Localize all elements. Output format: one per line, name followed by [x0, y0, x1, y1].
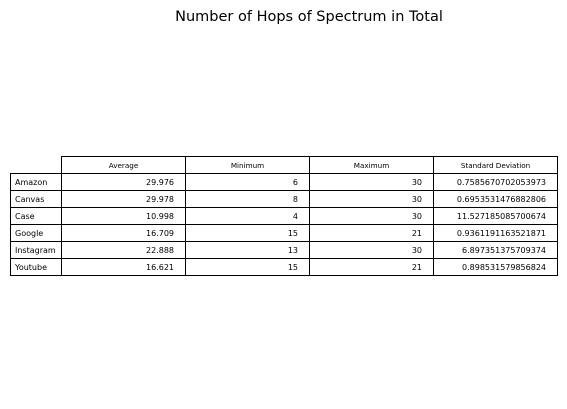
row-label: Amazon	[10, 173, 62, 191]
data-table-container: Average Minimum Maximum Standard Deviati…	[10, 156, 558, 276]
column-header-average: Average	[61, 156, 186, 174]
corner-cell	[11, 157, 62, 174]
cell-maximum: 30	[309, 173, 434, 191]
cell-standard-deviation: 0.7585670702053973	[433, 173, 558, 191]
row-label: Case	[10, 207, 62, 225]
cell-minimum: 13	[185, 241, 310, 259]
table-row: Case 10.998 4 30 11.527185085700674	[10, 207, 558, 225]
table-row: Google 16.709 15 21 0.9361191163521871	[10, 224, 558, 242]
row-label: Instagram	[10, 241, 62, 259]
column-header-minimum: Minimum	[185, 156, 310, 174]
cell-minimum: 15	[185, 224, 310, 242]
cell-minimum: 8	[185, 190, 310, 208]
header-row: Average Minimum Maximum Standard Deviati…	[11, 156, 558, 174]
cell-minimum: 4	[185, 207, 310, 225]
data-table: Average Minimum Maximum Standard Deviati…	[10, 156, 558, 276]
table-row: Amazon 29.976 6 30 0.7585670702053973	[10, 173, 558, 191]
cell-standard-deviation: 11.527185085700674	[433, 207, 558, 225]
column-header-standard-deviation: Standard Deviation	[433, 156, 558, 174]
row-label: Canvas	[10, 190, 62, 208]
cell-maximum: 21	[309, 258, 434, 276]
cell-maximum: 30	[309, 190, 434, 208]
cell-maximum: 30	[309, 207, 434, 225]
column-header-maximum: Maximum	[309, 156, 434, 174]
cell-standard-deviation: 6.897351375709374	[433, 241, 558, 259]
cell-average: 29.976	[61, 173, 186, 191]
cell-maximum: 21	[309, 224, 434, 242]
cell-average: 16.709	[61, 224, 186, 242]
table-row: Instagram 22.888 13 30 6.897351375709374	[10, 241, 558, 259]
cell-standard-deviation: 0.898531579856824	[433, 258, 558, 276]
cell-average: 16.621	[61, 258, 186, 276]
cell-maximum: 30	[309, 241, 434, 259]
table-row: Youtube 16.621 15 21 0.898531579856824	[10, 258, 558, 276]
cell-average: 29.978	[61, 190, 186, 208]
chart-title: Number of Hops of Spectrum in Total	[175, 9, 443, 25]
cell-standard-deviation: 0.6953531476882806	[433, 190, 558, 208]
row-label: Google	[10, 224, 62, 242]
table-row: Canvas 29.978 8 30 0.6953531476882806	[10, 190, 558, 208]
cell-average: 10.998	[61, 207, 186, 225]
cell-minimum: 6	[185, 173, 310, 191]
cell-average: 22.888	[61, 241, 186, 259]
cell-minimum: 15	[185, 258, 310, 276]
cell-standard-deviation: 0.9361191163521871	[433, 224, 558, 242]
row-label: Youtube	[10, 258, 62, 276]
